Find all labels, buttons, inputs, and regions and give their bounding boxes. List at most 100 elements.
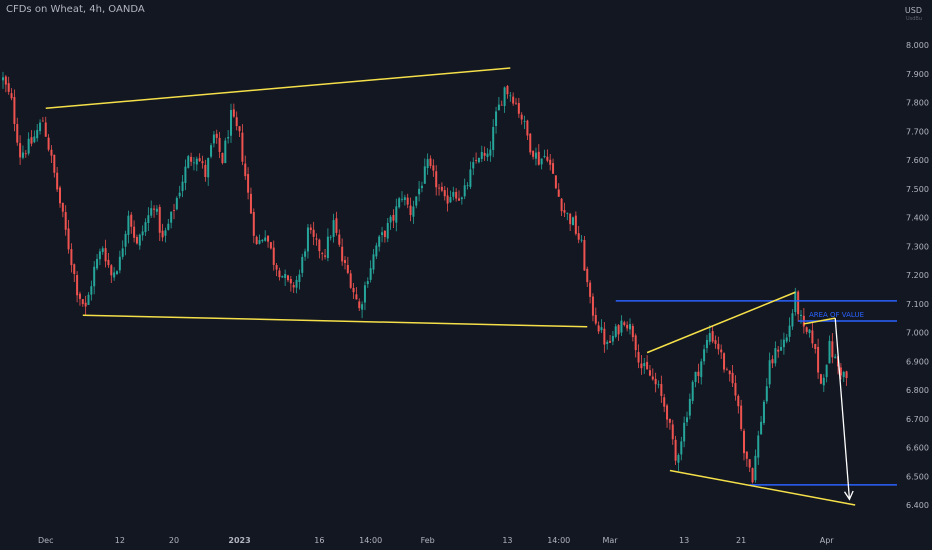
candle-body (267, 235, 270, 242)
candle-body (355, 294, 358, 300)
candle-body (768, 360, 771, 385)
candle-body (121, 248, 124, 257)
candle-body (218, 137, 221, 152)
candle-body (301, 256, 304, 273)
price-tick-label: 7.800 (906, 99, 929, 108)
candle-body (372, 254, 375, 270)
price-tick-label: 6.700 (906, 415, 929, 424)
candle-body (623, 322, 626, 326)
area-of-value-label[interactable]: AREA OF VALUE (809, 311, 864, 319)
candle-body (349, 273, 352, 288)
candle-body (780, 346, 783, 351)
candle-body (255, 236, 258, 245)
candle-body (463, 185, 466, 197)
candle-body (47, 137, 50, 150)
candle-body (346, 265, 349, 273)
price-axis[interactable]: 8.000 7.900 7.800 7.700 7.600 7.500 7.400 7.300… (906, 41, 929, 510)
candle-body (84, 302, 87, 307)
candle-body (275, 265, 278, 270)
lower-channel-line[interactable] (82, 314, 588, 328)
candle-body (363, 285, 366, 303)
candle-body (210, 145, 213, 157)
candle-body (93, 266, 96, 287)
candle-body (677, 455, 680, 463)
candle-body (583, 240, 586, 271)
candle-body (791, 313, 794, 327)
candle-body (398, 198, 401, 208)
time-tick-label: 2023 (228, 536, 250, 545)
price-tick-label: 7.200 (906, 271, 929, 280)
candle-body (36, 129, 39, 139)
candle-body (409, 205, 412, 216)
price-tick-label: 7.000 (906, 329, 929, 338)
candle-body (315, 238, 318, 240)
candle-body (289, 278, 292, 284)
candle-body (133, 226, 136, 238)
candle-body (842, 372, 845, 378)
candle-body (16, 124, 19, 143)
candle-body (98, 251, 101, 260)
candle-body (469, 169, 472, 187)
area-top-line[interactable] (803, 317, 836, 325)
candle-body (483, 152, 486, 156)
candle-body (170, 211, 173, 223)
candle-body (443, 190, 446, 197)
candle-body (244, 163, 247, 177)
candle-body (455, 191, 458, 199)
candle-body (135, 237, 138, 244)
wedge-upper-line[interactable] (646, 291, 796, 354)
candle-body (326, 236, 329, 259)
candle-body (640, 363, 643, 369)
candle-body (338, 234, 341, 245)
candle-body (101, 248, 104, 252)
candle-body (232, 109, 235, 117)
candle-body (401, 198, 403, 200)
candle-body (395, 206, 398, 223)
candle-body (358, 301, 361, 309)
currency-sub-label: UsdBu (905, 16, 922, 22)
candle-body (104, 248, 107, 262)
candle-body (751, 468, 754, 483)
candle-body (426, 159, 429, 169)
candle-body (2, 77, 4, 81)
candle-body (771, 359, 774, 364)
projection-arrow-shaft[interactable] (834, 318, 851, 500)
candle-body (318, 239, 321, 252)
candle-body (543, 156, 546, 158)
candle-body (449, 197, 452, 203)
upper-channel-line[interactable] (45, 67, 511, 109)
candle-body (797, 291, 800, 315)
candle-body (811, 330, 814, 344)
currency-label[interactable]: USD (904, 6, 922, 15)
candle-body (839, 367, 842, 376)
candle-body (304, 251, 307, 257)
candle-body (19, 143, 22, 158)
wedge-lower-line[interactable] (669, 469, 856, 506)
price-tick-label: 6.900 (906, 357, 929, 366)
candle-body (272, 247, 275, 265)
candle-body (606, 341, 609, 344)
candle-body (81, 299, 84, 305)
candle-body (617, 325, 620, 335)
candle-body (389, 216, 392, 223)
candle-body (503, 87, 506, 107)
candle-body (609, 340, 612, 343)
candle-body (155, 208, 158, 212)
candle-body (383, 230, 386, 237)
time-axis[interactable]: Dec 12 20 2023 16 14:00 Feb 13 14:00 Mar 13 21 Apr (38, 536, 834, 545)
candle-body (597, 325, 600, 332)
candle-body (90, 286, 93, 295)
price-tick-label: 8.000 (906, 41, 929, 50)
candle-body (648, 370, 651, 376)
candle-body (460, 197, 463, 200)
time-tick-label: Feb (421, 536, 435, 545)
candle-body (87, 294, 90, 305)
candle-body (540, 158, 543, 165)
candle-body (748, 459, 751, 468)
candle-body (269, 242, 272, 249)
price-tick-label: 7.100 (906, 300, 929, 309)
candle-body (646, 361, 649, 370)
candle-body (657, 384, 660, 386)
candle-body (56, 172, 59, 190)
